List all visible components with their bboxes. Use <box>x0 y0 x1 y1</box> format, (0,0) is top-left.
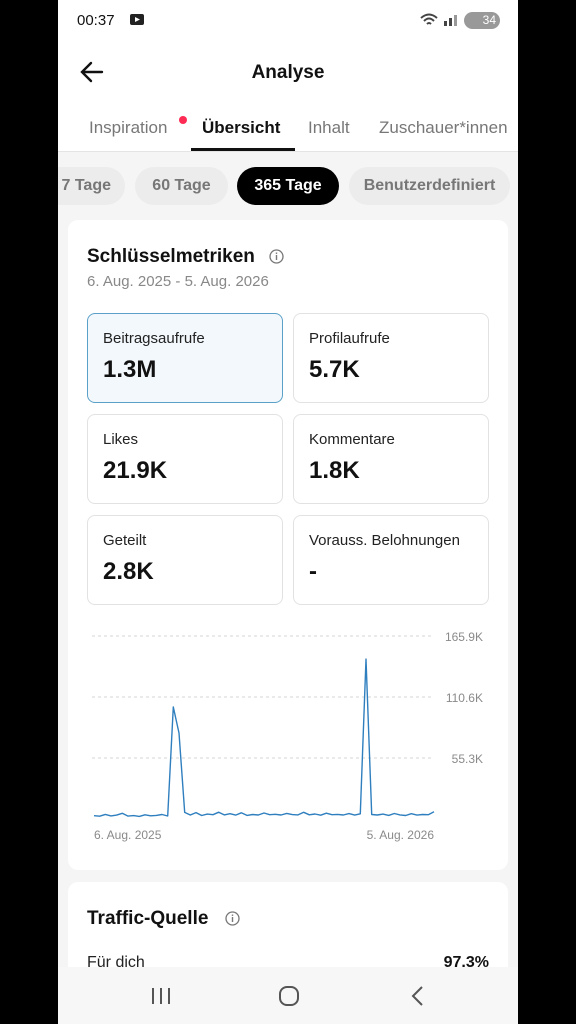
info-icon[interactable] <box>269 249 284 264</box>
range-chip[interactable]: 60 Tage <box>135 167 228 205</box>
time: 00:37 <box>77 12 115 29</box>
nav-bar <box>58 967 518 1024</box>
metric-value: 2.8K <box>103 558 154 585</box>
tab[interactable]: Inspiration <box>89 118 168 137</box>
home-button[interactable] <box>278 985 300 1007</box>
metric-label: Kommentare <box>309 431 395 448</box>
metric-label: Profilaufrufe <box>309 330 390 347</box>
back-nav-button[interactable] <box>410 985 426 1007</box>
tab[interactable]: Inhalt <box>308 118 350 137</box>
metric-tile[interactable]: Kommentare 1.8K <box>293 414 489 504</box>
metric-tile[interactable]: Profilaufrufe 5.7K <box>293 313 489 403</box>
tab-active[interactable]: Übersicht <box>202 118 281 137</box>
line <box>93 658 435 818</box>
battery: 34 <box>464 12 500 29</box>
card-title: Schlüsselmetriken <box>87 246 255 267</box>
metric-label: Likes <box>103 431 139 448</box>
y-tick-label: 55.3K <box>452 752 483 766</box>
metric-tile[interactable]: Beitragsaufrufe 1.3M <box>87 313 283 403</box>
range-chip-active[interactable]: 365 Tage <box>237 167 339 205</box>
recents-button[interactable] <box>150 986 172 1006</box>
x-tick-label: 5. Aug. 2026 <box>367 828 435 842</box>
back-button[interactable] <box>78 60 106 84</box>
notification-dot <box>179 116 187 124</box>
youtube-icon <box>130 14 144 25</box>
metric-label: Beitragsaufrufe <box>103 330 205 347</box>
tab-underline <box>191 148 295 151</box>
range-chip[interactable]: Benutzerdefiniert <box>349 167 510 205</box>
metric-value: - <box>309 558 317 585</box>
metric-value: 21.9K <box>103 457 168 484</box>
line-chart: 165.9K 110.6K 55.3K 6. Aug. 2025 5. Aug. 202… <box>92 630 483 842</box>
metric-label: Vorauss. Belohnungen <box>309 532 460 549</box>
tab[interactable]: Zuschauer*innen <box>379 118 508 137</box>
x-tick-label: 6. Aug. 2025 <box>94 828 162 842</box>
metric-value: 5.7K <box>309 356 360 383</box>
metric-tile[interactable]: Likes 21.9K <box>87 414 283 504</box>
metric-value: 1.3M <box>103 356 157 383</box>
metric-tile[interactable]: Vorauss. Belohnungen - <box>293 515 489 605</box>
info-icon[interactable] <box>225 911 240 926</box>
traffic-value: 97.3% <box>443 954 489 971</box>
traffic-label: Für dich <box>87 954 145 971</box>
metric-value: 1.8K <box>309 457 360 484</box>
date-range: 6. Aug. 2025 - 5. Aug. 2026 <box>87 273 269 290</box>
app: 00:37 34 Analyse Inspiration Übersicht I… <box>58 0 518 1024</box>
metric-label: Geteilt <box>103 532 147 549</box>
y-tick-label: 165.9K <box>445 630 483 644</box>
card-title: Traffic-Quelle <box>87 908 209 929</box>
y-tick-label: 110.6K <box>446 691 483 705</box>
range-chip[interactable]: 7 Tage <box>58 167 125 205</box>
header <box>58 0 518 152</box>
metric-tile[interactable]: Geteilt 2.8K <box>87 515 283 605</box>
page-title: Analyse <box>251 62 325 83</box>
signal-icons <box>420 13 457 26</box>
divider <box>58 151 518 152</box>
